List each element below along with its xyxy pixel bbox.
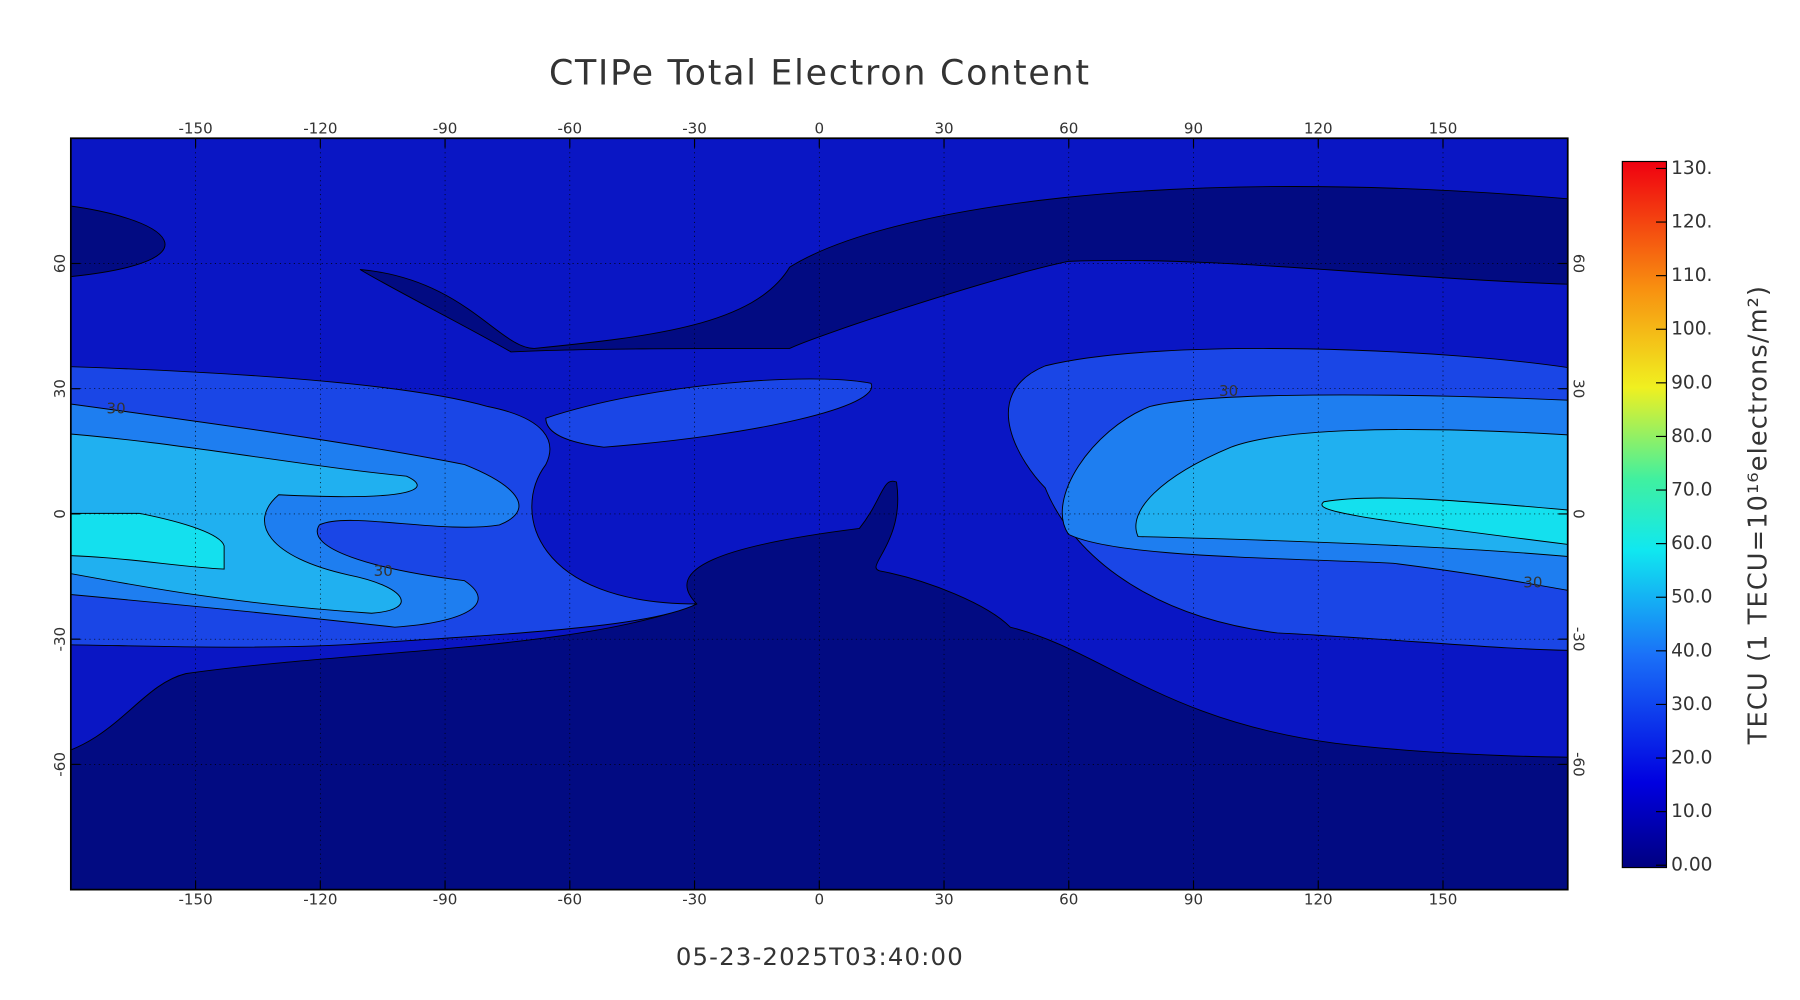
colorbar-tick-label: 110. (1671, 265, 1712, 286)
timestamp: 05-23-2025T03:40:00 (676, 942, 964, 971)
y-tick-label: -30 (1570, 627, 1588, 652)
x-tick-label: 60 (1059, 891, 1078, 909)
x-tick-label: 0 (814, 119, 824, 137)
x-tick-label: 60 (1059, 119, 1078, 137)
colorbar-tick-label: 80.0 (1671, 426, 1712, 447)
contour-label: 30 (374, 562, 393, 580)
x-tick-label: -60 (557, 891, 582, 909)
title: CTIPe Total Electron Content (549, 53, 1091, 93)
x-tick-label: -120 (303, 891, 337, 909)
colorbar-tick-label: 60.0 (1671, 533, 1712, 554)
x-tick-label: 30 (934, 891, 953, 909)
contour-fill (70, 138, 1568, 890)
colorbar-tick-label: 10.0 (1671, 801, 1712, 822)
band-0-10 (359, 186, 1568, 353)
colorbar-label: TECU (1 TECU=10¹⁶electrons/m²) (1743, 285, 1773, 745)
x-tick-label: -150 (178, 119, 212, 137)
y-tick-label: 60 (51, 254, 69, 273)
band-50-60 (70, 512, 225, 570)
y-tick-label: -60 (1570, 752, 1588, 777)
colorbar-tick-label: 30.0 (1671, 694, 1712, 715)
contour-label: 30 (1523, 574, 1542, 592)
x-tick-label: -90 (433, 891, 458, 909)
y-tick-label: -30 (51, 627, 69, 652)
x-tick-label: -120 (303, 119, 337, 137)
y-tick-label: 30 (1570, 379, 1588, 398)
x-tick-label: 0 (814, 891, 824, 909)
colorbar-tick-label: 90.0 (1671, 372, 1712, 393)
y-tick-label: 0 (51, 509, 69, 519)
x-tick-label: -150 (178, 891, 212, 909)
x-tick-label: 90 (1184, 119, 1203, 137)
colorbar-tick-label: 130. (1671, 158, 1712, 179)
band-20-30 (545, 378, 873, 448)
contour-label: 30 (107, 399, 126, 417)
band-40-50 (70, 433, 418, 614)
band-50-60 (1321, 497, 1568, 545)
colorbar-tick-label: 100. (1671, 319, 1712, 340)
x-tick-label: -90 (433, 119, 458, 137)
colorbar (1621, 160, 1668, 869)
colorbar-tick-label: 0.00 (1671, 855, 1712, 876)
x-tick-label: -60 (557, 119, 582, 137)
x-tick-label: -30 (682, 119, 707, 137)
x-tick-label: 150 (1429, 891, 1458, 909)
colorbar-tick-label: 40.0 (1671, 640, 1712, 661)
colorbar-tick-label: 70.0 (1671, 480, 1712, 501)
y-tick-label: 60 (1570, 254, 1588, 273)
colorbar-tick-label: 50.0 (1671, 587, 1712, 608)
y-tick-label: -60 (51, 752, 69, 777)
x-tick-label: 90 (1184, 891, 1203, 909)
y-tick-label: 30 (51, 379, 69, 398)
x-tick-label: 120 (1304, 119, 1333, 137)
x-tick-label: 120 (1304, 891, 1333, 909)
x-tick-label: 150 (1429, 119, 1458, 137)
y-tick-label: 0 (1570, 509, 1588, 519)
band-0-10 (70, 480, 1568, 890)
colorbar-tick-label: 120. (1671, 212, 1712, 233)
band-0-10 (70, 205, 166, 278)
contour-label: 30 (1219, 382, 1238, 400)
colorbar-tick-label: 20.0 (1671, 748, 1712, 769)
x-tick-label: 30 (934, 119, 953, 137)
x-tick-label: -30 (682, 891, 707, 909)
